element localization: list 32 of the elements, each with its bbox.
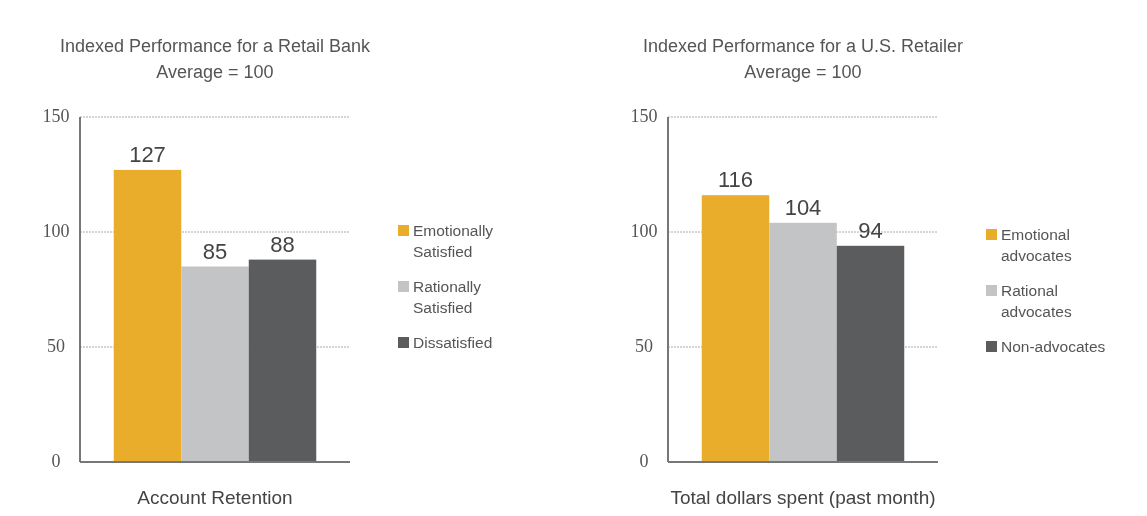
- y-tick-label: 150: [630, 106, 658, 126]
- legend-label: Dissatisfied: [413, 334, 493, 351]
- legend-label: Rationally Satisfied: [413, 278, 482, 316]
- bar: [836, 245, 905, 462]
- bar: [181, 266, 249, 462]
- data-label: 94: [858, 217, 883, 243]
- data-label: 127: [129, 141, 166, 167]
- bar: [701, 195, 770, 462]
- legend-label: Emotionally Satisfied: [413, 222, 494, 260]
- legend-label: Non-advocates: [1001, 338, 1106, 355]
- y-tick-label: 50: [635, 336, 653, 356]
- x-axis-title: Account Retention: [137, 487, 293, 508]
- y-tick-label: 0: [51, 451, 61, 471]
- y-tick-label: 50: [47, 336, 65, 356]
- y-tick-label: 100: [42, 221, 70, 241]
- legend-label: Emotional advocates: [1001, 226, 1072, 264]
- y-tick-label: 0: [639, 451, 649, 471]
- data-label: 85: [202, 238, 228, 264]
- chart-subtitle: Average = 100: [744, 62, 862, 82]
- data-label: 104: [784, 194, 822, 220]
- data-label: 88: [270, 231, 295, 257]
- bar: [248, 259, 317, 462]
- chart-title: Indexed Performance for a Retail Bank: [59, 36, 372, 56]
- y-tick-label: 150: [42, 106, 70, 126]
- data-label: 116: [717, 167, 754, 193]
- chart-title: Indexed Performance for a U.S. Retailer: [642, 36, 964, 56]
- chart-subtitle: Average = 100: [156, 62, 274, 82]
- y-tick-label: 100: [630, 221, 658, 241]
- legend-label: Rational advocates: [1001, 282, 1072, 320]
- x-axis-title: Total dollars spent (past month): [670, 487, 936, 508]
- bar: [113, 169, 182, 462]
- bar: [769, 222, 837, 462]
